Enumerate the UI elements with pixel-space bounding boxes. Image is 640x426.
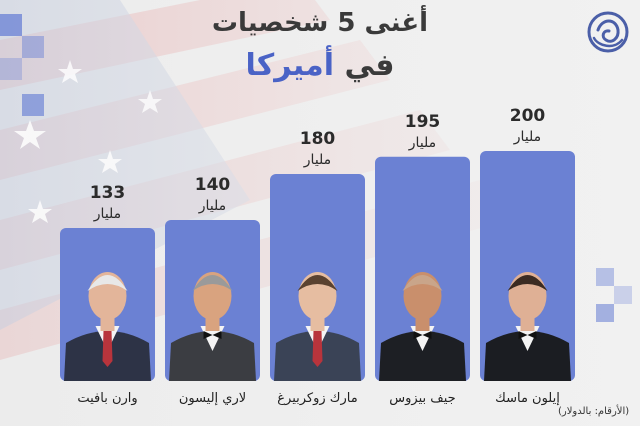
portrait-body [484, 331, 571, 381]
portrait-neck [415, 317, 430, 331]
category-label: إيلون ماسك [495, 391, 560, 406]
chart-title: أغنى 5 شخصيات [211, 8, 429, 38]
unit-label: مليار [513, 129, 541, 145]
portrait-body [169, 331, 256, 381]
unit-label: مليار [93, 206, 121, 222]
unit-label: مليار [303, 152, 331, 168]
portrait-bowtie [413, 331, 432, 339]
portrait-jeff-bezos [379, 272, 466, 381]
portrait-body [379, 331, 466, 381]
portrait-shirt [410, 326, 435, 351]
bar [375, 156, 470, 381]
portrait-bowtie [203, 331, 222, 339]
portrait-mark-zuckerberg [274, 272, 361, 381]
value-label: 195 [405, 112, 441, 132]
portrait-hair [87, 275, 128, 291]
decor-square [596, 304, 614, 322]
unit-label: مليار [198, 198, 226, 214]
portrait-neck [520, 317, 535, 331]
decor-square [596, 268, 614, 286]
decor-square [22, 94, 44, 116]
portrait-hair [507, 275, 548, 291]
value-label: 133 [90, 183, 126, 203]
chart-subtitle: في أميركا [0, 48, 640, 83]
portrait-neck [100, 317, 115, 331]
unit-label: مليار [408, 135, 436, 151]
category-label: جيف بيزوس [389, 391, 455, 406]
value-label: 180 [300, 129, 336, 149]
portrait-neck [205, 317, 220, 331]
decor-square [22, 36, 44, 58]
portrait-shirt [200, 326, 225, 351]
decor-square [614, 286, 632, 304]
category-label: لاري إليسون [179, 391, 246, 406]
portrait-shirt [515, 326, 540, 351]
value-label: 140 [195, 175, 231, 195]
subtitle-word-america: أميركا [245, 48, 335, 83]
portrait-bowtie [518, 331, 537, 339]
decor-square [0, 58, 22, 80]
subtitle-word-in: في [344, 48, 395, 83]
portrait-warren-buffett [64, 272, 151, 381]
value-label: 200 [510, 106, 546, 126]
portrait-tie [312, 331, 323, 367]
portrait-tie [102, 331, 113, 367]
footnote: (الأرقام: بالدولار) [558, 406, 630, 417]
category-label: مارك زوكربيرغ [277, 391, 357, 406]
category-label: وارن بافيت [77, 391, 137, 406]
portrait-hair [402, 275, 443, 291]
al-jazeera-logo-icon [587, 11, 629, 53]
portrait-larry-ellison [169, 272, 256, 381]
bar [480, 151, 575, 381]
portrait-neck [310, 317, 325, 331]
portrait-elon-musk [484, 272, 571, 381]
portrait-hair [192, 275, 233, 291]
decor-square [0, 14, 22, 36]
portrait-hair [297, 275, 338, 291]
